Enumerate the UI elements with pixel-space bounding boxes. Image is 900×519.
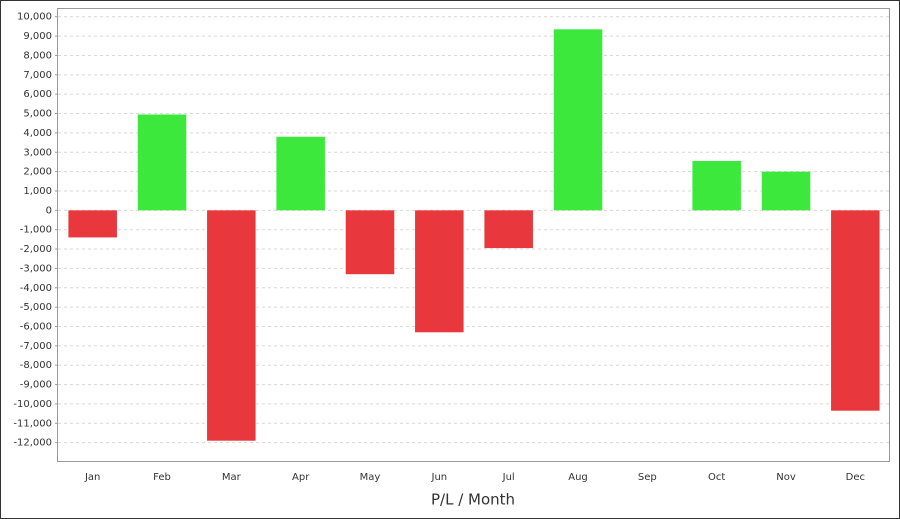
y-tick-label: 9,000 (23, 31, 52, 42)
bar (415, 210, 464, 333)
y-tick-label: -11,000 (13, 418, 52, 429)
y-tick-label: -7,000 (20, 341, 52, 352)
x-tick-label: Mar (222, 472, 242, 483)
y-tick-label: 5,000 (23, 109, 52, 120)
y-tick-label: 2,000 (23, 167, 52, 178)
y-tick-label: 7,000 (23, 70, 52, 81)
y-tick-label: -6,000 (20, 321, 52, 332)
x-tick-label: Oct (708, 472, 725, 483)
y-tick-label: -12,000 (13, 438, 52, 449)
y-tick-label: -2,000 (20, 244, 52, 255)
bar (761, 171, 811, 211)
bar (553, 29, 603, 211)
y-tick-label: -10,000 (13, 399, 52, 410)
x-tick-label: May (360, 472, 381, 483)
x-tick-label: Jan (84, 472, 100, 483)
x-tick-label: Dec (846, 472, 865, 483)
x-tick-label: Nov (776, 472, 796, 483)
bar (484, 210, 533, 249)
y-tick-label: 6,000 (23, 89, 52, 100)
bar (831, 210, 880, 411)
y-tick-label: 3,000 (23, 147, 52, 158)
bar (692, 160, 741, 211)
y-tick-label: 10,000 (17, 12, 52, 23)
x-tick-label: Apr (292, 472, 310, 483)
bar (207, 210, 256, 441)
y-tick-label: 4,000 (23, 128, 52, 139)
bar (276, 136, 325, 211)
y-tick-label: -1,000 (20, 225, 52, 236)
x-tick-label: Jun (431, 472, 448, 483)
y-tick-label: -3,000 (20, 263, 52, 274)
bar (68, 210, 117, 238)
y-tick-label: -4,000 (20, 283, 52, 294)
bar (137, 114, 187, 211)
y-tick-label: -5,000 (20, 302, 52, 313)
x-tick-label: Jul (502, 472, 515, 483)
y-tick-label: 0 (46, 205, 52, 216)
y-tick-label: -8,000 (20, 360, 52, 371)
y-tick-label: 8,000 (23, 50, 52, 61)
x-tick-label: Aug (568, 472, 588, 483)
bar (345, 210, 395, 275)
x-tick-label: Sep (638, 472, 657, 483)
y-tick-label: -9,000 (20, 380, 52, 391)
plot-area (57, 8, 890, 462)
x-axis-label: P/L / Month (431, 491, 515, 509)
x-tick-label: Feb (153, 472, 171, 483)
y-tick-label: 1,000 (23, 186, 52, 197)
